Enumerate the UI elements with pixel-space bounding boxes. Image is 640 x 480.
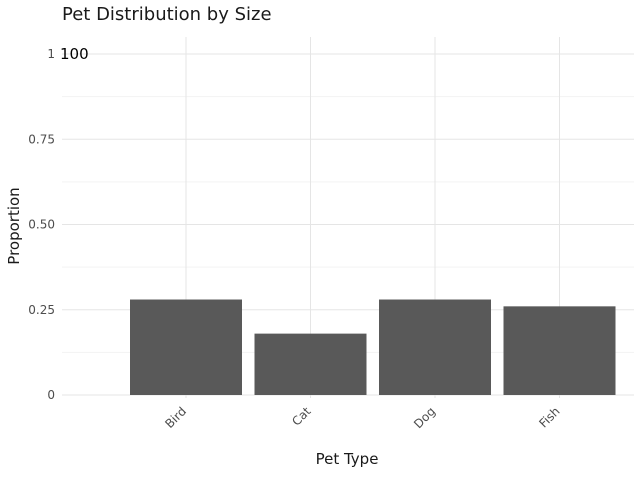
bar-dog — [379, 299, 491, 395]
x-tick-label: Dog — [411, 404, 438, 431]
x-tick-label: Bird — [162, 404, 189, 431]
y-axis-ticks: 0 0.25 0.50 0.75 1 — [28, 47, 55, 402]
chart-title: Pet Distribution by Size — [62, 4, 272, 25]
bar-bird — [130, 299, 242, 395]
x-axis-title: Pet Type — [316, 450, 379, 468]
y-tick-label: 1 — [47, 47, 55, 61]
x-tick-label: Fish — [536, 404, 562, 430]
y-tick-label: 0.50 — [28, 218, 55, 232]
y-tick-label: 0 — [47, 388, 55, 402]
x-tick-label: Cat — [289, 404, 314, 429]
y-axis-title: Proportion — [5, 187, 23, 264]
y-tick-label: 0.75 — [28, 132, 55, 146]
bars — [130, 299, 616, 395]
chart-annotation: 100 — [60, 45, 89, 63]
bar-cat — [254, 333, 367, 395]
x-axis-ticks: Bird Cat Dog Fish — [162, 404, 562, 431]
y-tick-label: 0.25 — [28, 303, 55, 317]
bar-fish — [503, 306, 616, 395]
